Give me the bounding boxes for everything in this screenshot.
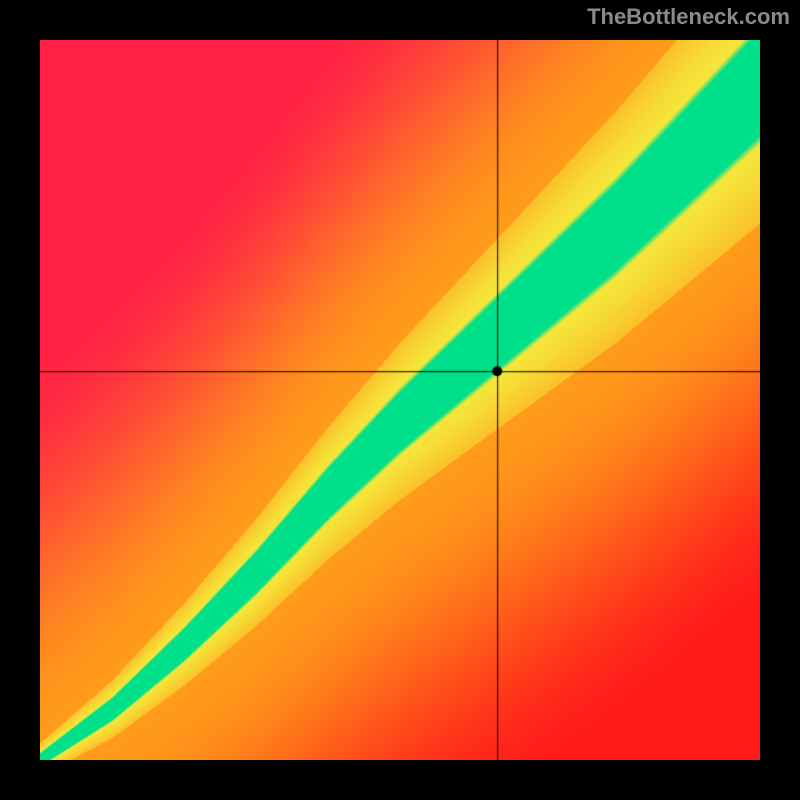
chart-container: TheBottleneck.com xyxy=(0,0,800,800)
heatmap-plot xyxy=(40,40,760,760)
heatmap-canvas xyxy=(40,40,760,760)
watermark-text: TheBottleneck.com xyxy=(587,4,790,30)
